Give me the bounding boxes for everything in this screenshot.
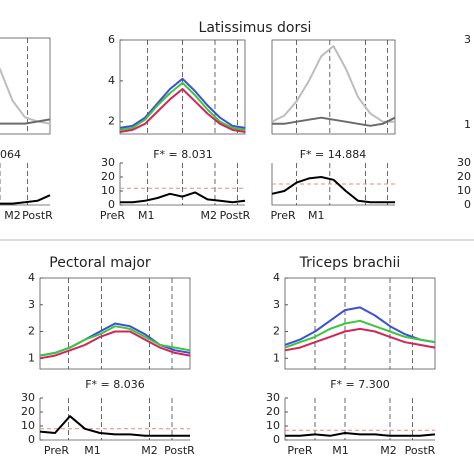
series-line bbox=[272, 116, 396, 127]
y-tick-label: 2 bbox=[273, 325, 280, 338]
x-tick-label: M2 bbox=[380, 444, 397, 457]
y-tick-label: 10 bbox=[101, 184, 115, 197]
y-tick-label: 30 bbox=[21, 391, 35, 404]
series-line bbox=[271, 176, 395, 204]
y-tick-label: 30 bbox=[101, 156, 115, 169]
y-tick-label: 1 bbox=[273, 351, 280, 364]
plot-frame bbox=[284, 277, 436, 370]
f-statistic: F* = 14.884 bbox=[300, 148, 367, 161]
x-tick-label: M2 bbox=[201, 209, 218, 222]
f-statistic: F* = 7.300 bbox=[330, 378, 390, 391]
y-tick-label: 1 bbox=[28, 351, 35, 364]
y-tick-label: 30 bbox=[457, 156, 471, 169]
plot-axes bbox=[271, 163, 395, 206]
series-line bbox=[271, 45, 395, 123]
y-tick-label: 6 bbox=[108, 33, 115, 46]
f-statistic: F* = 8.036 bbox=[85, 378, 145, 391]
y-tick-label: 2 bbox=[28, 325, 35, 338]
plot-frame bbox=[39, 277, 191, 370]
x-tick-label: PreR bbox=[100, 209, 125, 222]
y-tick-label: 2 bbox=[108, 115, 115, 128]
y-tick-label: 20 bbox=[21, 405, 35, 418]
panel-title: Triceps brachii bbox=[299, 255, 401, 271]
x-tick-label: M2 bbox=[141, 444, 158, 457]
y-tick-label: 10 bbox=[21, 419, 35, 432]
plot-axes bbox=[0, 204, 50, 206]
y-tick-label: 4 bbox=[108, 74, 115, 87]
series-line bbox=[284, 306, 436, 346]
x-tick-label: PreR bbox=[287, 444, 312, 457]
x-tick-label: PostR bbox=[405, 444, 436, 457]
y-tick-label: 20 bbox=[457, 170, 471, 183]
x-tick-label: M1 bbox=[308, 209, 325, 222]
series-line bbox=[119, 77, 246, 129]
series-line bbox=[0, 67, 51, 125]
f-statistic: F* = 8.031 bbox=[153, 148, 213, 161]
series-line bbox=[39, 415, 190, 437]
series-line bbox=[39, 325, 191, 357]
y-tick-label: 10 bbox=[266, 419, 280, 432]
x-tick-label: M1 bbox=[84, 444, 101, 457]
x-tick-label: M1 bbox=[138, 209, 155, 222]
y-tick-label: 0 bbox=[108, 198, 115, 211]
x-tick-label: PreR bbox=[270, 209, 295, 222]
y-tick-label: 1 bbox=[464, 118, 471, 131]
y-tick-label: 3 bbox=[28, 298, 35, 311]
series-line bbox=[119, 88, 246, 133]
plot-frame bbox=[119, 39, 246, 135]
series-line bbox=[0, 194, 51, 205]
y-tick-label: 20 bbox=[266, 405, 280, 418]
y-tick-label: 4 bbox=[273, 271, 280, 284]
y-tick-label: 0 bbox=[464, 198, 471, 211]
plot-frame bbox=[0, 37, 51, 135]
y-tick-label: 3 bbox=[273, 298, 280, 311]
f-statistic: 064 bbox=[0, 148, 21, 161]
y-tick-label: 10 bbox=[457, 184, 471, 197]
y-tick-label: 20 bbox=[101, 170, 115, 183]
x-tick-label: PostR bbox=[22, 209, 53, 222]
y-tick-label: 3 bbox=[464, 33, 471, 46]
y-tick-label: 4 bbox=[28, 271, 35, 284]
series-line bbox=[284, 319, 436, 349]
x-tick-label: PostR bbox=[220, 209, 251, 222]
series-line bbox=[119, 81, 246, 131]
panel-title: Latissimus dorsi bbox=[199, 20, 312, 36]
y-tick-label: 30 bbox=[266, 391, 280, 404]
plot-frame bbox=[271, 39, 396, 135]
y-tick-label: 0 bbox=[28, 433, 35, 446]
x-tick-label: PreR bbox=[44, 444, 69, 457]
x-tick-label: M2 bbox=[4, 209, 21, 222]
series-line bbox=[39, 330, 191, 360]
series-line bbox=[0, 118, 51, 125]
x-tick-label: M1 bbox=[332, 444, 349, 457]
series-line bbox=[285, 432, 436, 437]
y-tick-label: 0 bbox=[273, 433, 280, 446]
series-line bbox=[284, 327, 436, 352]
series-line bbox=[120, 191, 246, 204]
x-tick-label: PostR bbox=[164, 444, 195, 457]
panel-title: Pectoral major bbox=[49, 255, 151, 271]
